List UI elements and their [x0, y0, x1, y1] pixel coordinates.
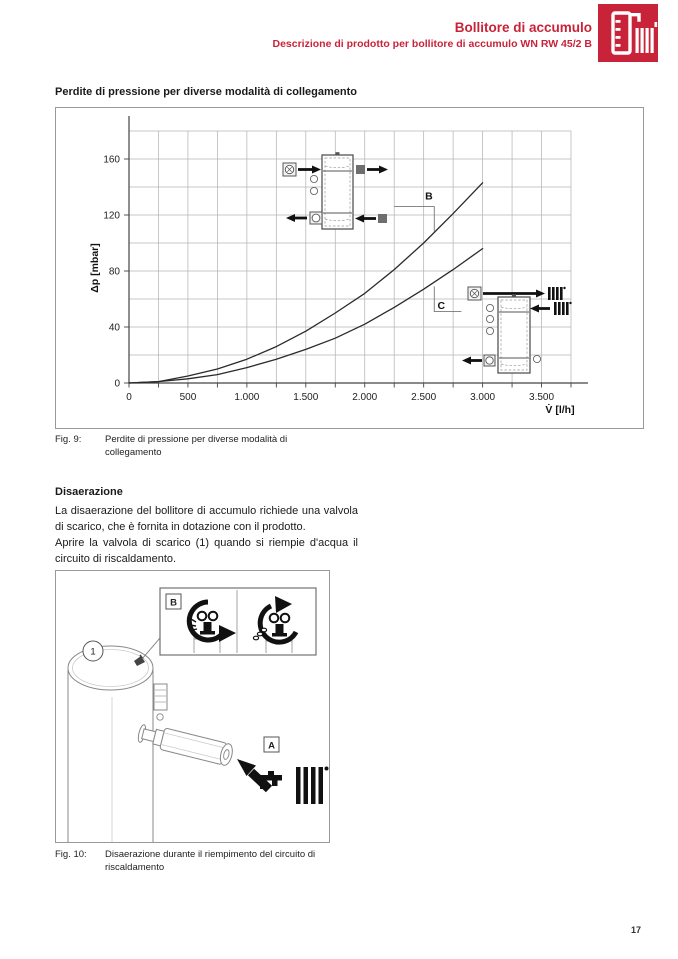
pump-icon [483, 354, 496, 367]
figure-text: Perdite di pressione per diverse modalit… [105, 434, 288, 458]
figure-10-caption: Fig. 10: Disaerazione durante il riempim… [55, 849, 340, 874]
drain-valve-drawing [137, 724, 233, 766]
page-title: Bollitore di accumulo [454, 20, 592, 35]
pump-icon [282, 162, 297, 177]
leader-line [141, 637, 161, 660]
chart-plot-area: 0 500 1.000 1.500 2.000 2.500 3.000 3.500 0 40 80 1… [89, 116, 588, 416]
storage-tank-drawing [67, 645, 168, 842]
svg-text:2.500: 2.500 [411, 392, 436, 403]
svg-text:500: 500 [180, 392, 197, 403]
page-number: 17 [631, 925, 642, 935]
pump-icon [467, 286, 482, 301]
figure-label: Fig. 9: [55, 434, 82, 445]
connection-diagram-mode-b [282, 152, 388, 230]
figure-9-caption: Fig. 9: Perdite di pressione per diverse… [55, 434, 340, 459]
svg-text:80: 80 [109, 267, 121, 278]
svg-text:120: 120 [103, 211, 120, 222]
svg-text:3.500: 3.500 [529, 392, 554, 403]
deaeration-drawing: 1 B [67, 587, 329, 842]
svg-text:1.000: 1.000 [234, 392, 259, 403]
chart-title: Perdite di pressione per diverse modalit… [55, 86, 357, 98]
chart-insets [282, 152, 572, 374]
tap-icon [260, 771, 282, 789]
body-paragraph: Aprire la valvola di scarico (1) quando … [55, 537, 358, 565]
page-header: Bollitore di accumulo Descrizione di pro… [272, 20, 592, 50]
figure-label: Fig. 10: [55, 849, 87, 860]
deaeration-figure: 1 B [55, 570, 330, 843]
radiator-icon [548, 286, 566, 300]
part-number: 1 [90, 647, 95, 658]
svg-text:40: 40 [109, 323, 121, 334]
valve-pictogram-open [186, 599, 236, 653]
radiator-icon [296, 766, 329, 804]
svg-text:C: C [438, 300, 446, 312]
svg-text:Δp [mbar]: Δp [mbar] [89, 243, 101, 293]
section-heading: Disaerazione [55, 486, 123, 498]
label-a-box: A [263, 736, 280, 753]
callout-box: B [159, 587, 317, 656]
svg-text:0: 0 [114, 379, 120, 390]
arrow-label: A [268, 741, 275, 752]
part-callout-1: 1 [82, 640, 104, 662]
connection-diagram-mode-c [462, 286, 572, 374]
boiler-radiator-logo [598, 4, 658, 62]
svg-text:2.000: 2.000 [352, 392, 377, 403]
page-subtitle: Descrizione di prodotto per bollitore di… [272, 38, 592, 50]
svg-text:160: 160 [103, 155, 120, 166]
pump-icon [309, 211, 323, 225]
logo-icon [611, 11, 658, 55]
svg-text:B: B [425, 191, 433, 203]
figure-text: Disaerazione durante il riempimento del … [105, 849, 316, 873]
svg-text:V̇ [l/h]: V̇ [l/h] [545, 404, 574, 416]
svg-text:0: 0 [126, 392, 132, 403]
pressure-loss-chart: 0 500 1.000 1.500 2.000 2.500 3.000 3.500 0 40 80 1… [55, 107, 644, 429]
svg-text:3.000: 3.000 [470, 392, 495, 403]
body-paragraph: La disaerazione del bollitore di accumul… [55, 505, 358, 533]
radiator-icon [554, 301, 572, 315]
valve-pictogram-air [252, 596, 299, 653]
callout-label: B [170, 598, 177, 609]
svg-text:1.500: 1.500 [293, 392, 318, 403]
